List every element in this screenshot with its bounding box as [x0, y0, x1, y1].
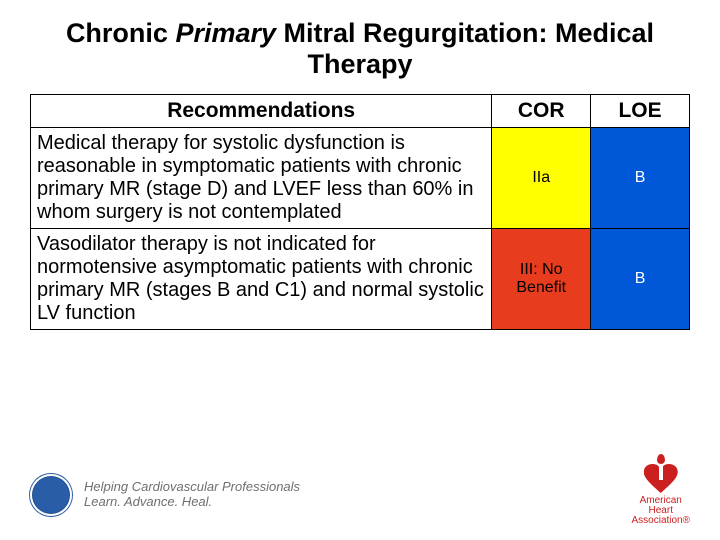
table-header-row: Recommendations COR LOE	[31, 95, 690, 128]
tagline-line1: Helping Cardiovascular Professionals	[84, 480, 300, 495]
acc-logo-icon	[30, 474, 72, 516]
slide-title: Chronic Primary Mitral Regurgitation: Me…	[30, 18, 690, 80]
table-row: Medical therapy for systolic dysfunction…	[31, 128, 690, 229]
cell-recommendation: Medical therapy for systolic dysfunction…	[31, 128, 492, 229]
aha-line3: Association®	[631, 516, 690, 526]
cell-loe: B	[591, 128, 690, 229]
table-row: Vasodilator therapy is not indicated for…	[31, 229, 690, 330]
footer: Helping Cardiovascular Professionals Lea…	[0, 464, 720, 526]
header-loe: LOE	[591, 95, 690, 128]
table-body: Medical therapy for systolic dysfunction…	[31, 128, 690, 330]
aha-logo: American Heart Association®	[631, 464, 690, 526]
header-recommendations: Recommendations	[31, 95, 492, 128]
slide-root: Chronic Primary Mitral Regurgitation: Me…	[0, 0, 720, 540]
tagline-line2: Learn. Advance. Heal.	[84, 495, 300, 510]
title-emph: Primary	[175, 18, 276, 48]
cell-loe: B	[591, 229, 690, 330]
cell-cor: IIa	[492, 128, 591, 229]
aha-text: American Heart Association®	[631, 496, 690, 526]
footer-left: Helping Cardiovascular Professionals Lea…	[30, 474, 300, 516]
title-prefix: Chronic	[66, 18, 176, 48]
cell-recommendation: Vasodilator therapy is not indicated for…	[31, 229, 492, 330]
cell-cor: III: No Benefit	[492, 229, 591, 330]
aha-flame-shape	[657, 454, 665, 464]
acc-tagline: Helping Cardiovascular Professionals Lea…	[84, 480, 300, 510]
recommendations-table: Recommendations COR LOE Medical therapy …	[30, 94, 690, 330]
aha-heart-icon	[644, 464, 678, 494]
header-cor: COR	[492, 95, 591, 128]
title-suffix: Mitral Regurgitation: Medical Therapy	[276, 18, 654, 79]
